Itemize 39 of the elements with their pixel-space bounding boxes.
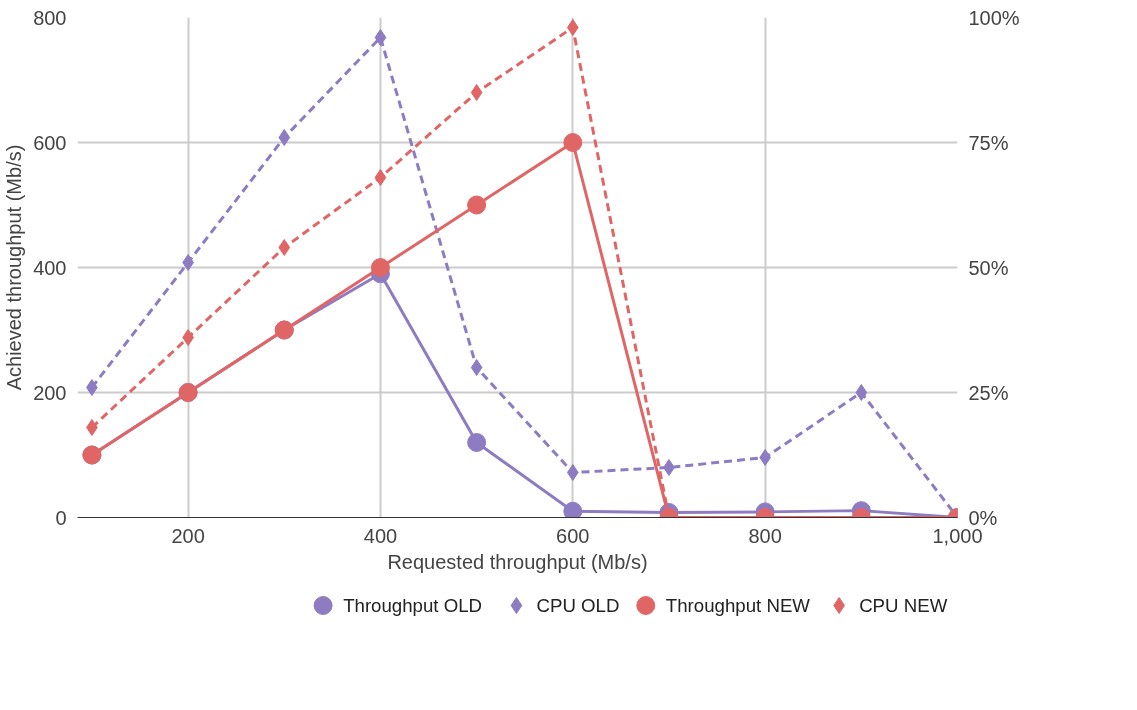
legend-label: Throughput OLD bbox=[343, 595, 483, 616]
point bbox=[470, 84, 483, 101]
point bbox=[663, 459, 675, 476]
point bbox=[563, 501, 583, 518]
point bbox=[563, 133, 583, 152]
point bbox=[182, 254, 194, 271]
point bbox=[278, 129, 291, 146]
y-tick-label: 800 bbox=[33, 6, 67, 29]
x-tick-label: 600 bbox=[556, 524, 590, 547]
legend-label: CPU NEW bbox=[859, 595, 948, 616]
y2-tick-label: 100% bbox=[968, 6, 1020, 29]
point bbox=[467, 433, 487, 452]
point bbox=[374, 169, 387, 186]
point bbox=[759, 449, 771, 466]
point bbox=[855, 384, 868, 401]
point bbox=[182, 329, 194, 346]
y2-tick-label: 75% bbox=[968, 131, 1009, 154]
point bbox=[86, 379, 98, 396]
y2-tick-label: 25% bbox=[968, 381, 1009, 404]
point bbox=[566, 19, 579, 36]
y-tick-label: 0 bbox=[55, 506, 67, 529]
point bbox=[370, 258, 390, 277]
y-tick-label: 200 bbox=[33, 381, 67, 404]
point bbox=[566, 464, 579, 481]
point bbox=[374, 29, 387, 46]
x-tick-label: 200 bbox=[171, 524, 205, 547]
point bbox=[278, 239, 291, 256]
y2-tick-label: 50% bbox=[968, 256, 1009, 279]
x-tick-label: 800 bbox=[748, 524, 782, 547]
legend-label: Throughput NEW bbox=[665, 595, 811, 616]
y-axis-title: Achieved throughput (Mb/s) bbox=[3, 144, 26, 391]
x-tick-label: 400 bbox=[363, 524, 398, 547]
point bbox=[467, 195, 487, 215]
legend-label: CPU OLD bbox=[536, 595, 620, 616]
point bbox=[470, 359, 483, 376]
y-tick-label: 400 bbox=[33, 256, 67, 279]
y-tick-label: 600 bbox=[33, 131, 67, 154]
x-axis-title: Requested throughput (Mb/s) bbox=[387, 550, 648, 573]
point bbox=[86, 419, 98, 436]
